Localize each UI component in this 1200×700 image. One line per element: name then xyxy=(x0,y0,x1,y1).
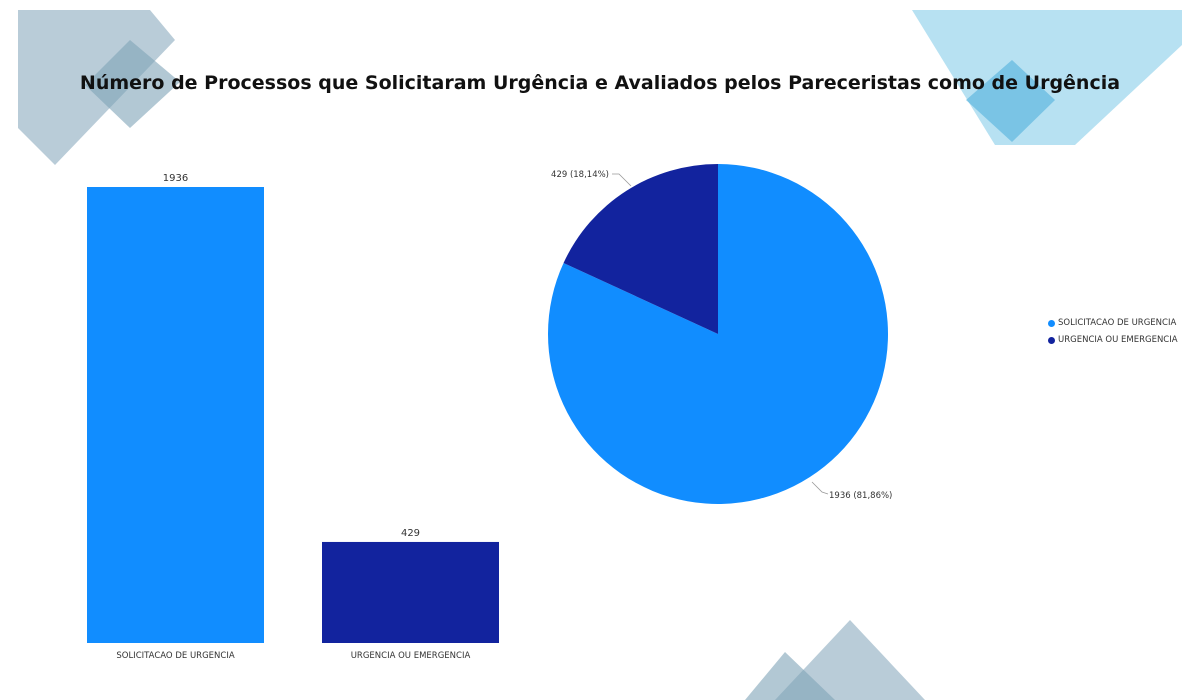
pie-leader-line-2 xyxy=(612,173,632,187)
legend-item-urgencia[interactable]: URGENCIA OU EMERGENCIA xyxy=(1048,335,1178,345)
deco-shape-top-right-small xyxy=(966,60,1055,142)
bar-data-label-1: 1936 xyxy=(163,173,188,184)
legend-swatch-solicitacao xyxy=(1048,319,1055,327)
legend-swatch-urgencia xyxy=(1048,336,1055,344)
deco-shape-top-left-small xyxy=(85,40,180,128)
bar-category-label-2: URGENCIA OU EMERGENCIA xyxy=(351,651,471,661)
bar-2[interactable] xyxy=(322,541,499,643)
bar-1[interactable] xyxy=(87,187,264,643)
pie-data-label-2: 429 (18,14%) xyxy=(551,170,609,180)
legend-label-solicitacao: SOLICITACAO DE URGENCIA xyxy=(1058,318,1177,328)
pie-data-label-1: 1936 (81,86%) xyxy=(829,491,892,501)
deco-shape-bottom-right-small xyxy=(745,652,835,700)
legend-item-solicitacao[interactable]: SOLICITACAO DE URGENCIA xyxy=(1048,318,1178,328)
chart-title: Número de Processos que Solicitaram Urgê… xyxy=(79,72,1121,94)
pie-slice-2[interactable] xyxy=(563,164,718,334)
bar-category-label-1: SOLICITACAO DE URGENCIA xyxy=(116,651,234,661)
pie-legend: SOLICITACAO DE URGENCIA URGENCIA OU EMER… xyxy=(1048,318,1178,352)
bar-data-label-2: 429 xyxy=(401,528,420,539)
pie-leader-line-1 xyxy=(811,481,829,495)
legend-label-urgencia: URGENCIA OU EMERGENCIA xyxy=(1058,335,1178,345)
pie-slice-1[interactable] xyxy=(547,164,888,505)
